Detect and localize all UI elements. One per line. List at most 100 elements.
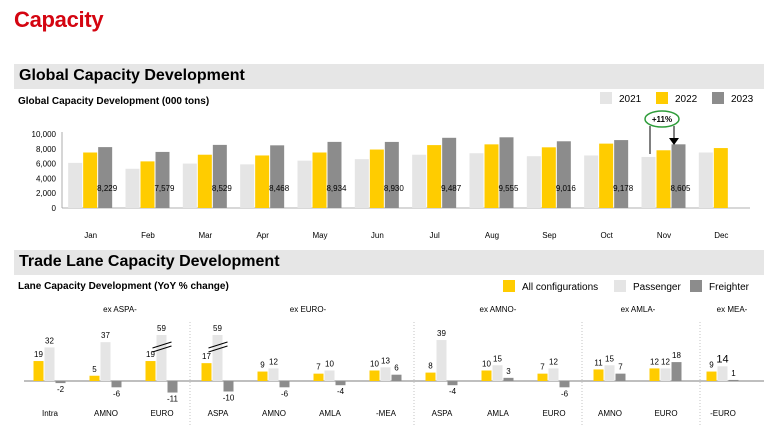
data-label-2023: 9,487 — [441, 184, 462, 193]
data-label-2023: 7,579 — [154, 184, 175, 193]
lane-bar-amno — [604, 365, 615, 381]
lane-category-label: Intra — [42, 409, 59, 418]
lane-value-label: -6 — [281, 389, 289, 398]
axis-break-mark — [152, 341, 172, 349]
lane-value-label: 39 — [437, 329, 446, 338]
lane-bar-euro — [717, 366, 728, 381]
lane-group-header: ex AMNO- — [480, 305, 517, 314]
lane-bar-euro — [660, 368, 671, 381]
bar-2021-nov — [641, 156, 656, 208]
page-title: Capacity — [14, 7, 104, 32]
lane-category-label: EURO — [654, 409, 677, 418]
annotation-arrowhead — [669, 138, 679, 145]
bar-2023-jan — [98, 147, 113, 208]
lane-value-label: 59 — [213, 324, 222, 333]
lane-category-label: EURO — [542, 409, 565, 418]
lane-group-header: ex AMLA- — [621, 305, 656, 314]
bar-2022-mar — [197, 154, 212, 208]
axis-break-mark — [208, 345, 228, 353]
bar-2022-apr — [255, 155, 270, 208]
lane-value-label: 9 — [709, 361, 714, 370]
lane-value-label: 7 — [618, 363, 623, 372]
lane-bar-mea — [391, 374, 402, 381]
lane-bar-euro — [559, 381, 570, 388]
bar-2022-jun — [369, 149, 384, 208]
global-panel-header: Global Capacity Development — [14, 64, 764, 89]
lane-bar-amno — [615, 373, 626, 381]
lane-value-label: 10 — [482, 360, 491, 369]
x-tick-label: Feb — [141, 231, 155, 240]
lane-value-label: 59 — [157, 324, 166, 333]
lane-value-label: 17 — [202, 352, 211, 361]
bar-2023-aug — [499, 137, 514, 208]
lane-bar-amno — [111, 381, 122, 388]
bar-2023-feb — [155, 151, 170, 208]
lane-bar-euro — [156, 335, 167, 381]
lane-bar-aspa — [425, 372, 436, 381]
lane-group-header: ex ASPA- — [103, 305, 137, 314]
lane-value-label: 3 — [506, 367, 511, 376]
lane-bar-amla — [492, 365, 503, 381]
y-tick-label: 6,000 — [36, 160, 57, 169]
lane-bar-aspa — [436, 340, 447, 381]
bar-2021-apr — [240, 164, 255, 208]
lane-value-label: 7 — [540, 363, 545, 372]
bar-2023-jul — [442, 137, 457, 208]
lane-value-label: 13 — [381, 356, 390, 365]
lane-bar-amla — [324, 370, 335, 381]
axis-break-mark — [208, 341, 228, 349]
lane-group-header: ex EURO- — [290, 305, 327, 314]
lane-bar-intra — [55, 381, 66, 384]
legend-label: 2022 — [675, 94, 698, 105]
lane-value-label: 12 — [661, 357, 670, 366]
legend-label: 2021 — [619, 94, 642, 105]
legend-label: 2023 — [731, 94, 754, 105]
lane-value-label: 14 — [716, 353, 728, 365]
lane-bar-amno — [593, 369, 604, 381]
lane-bar-amla — [503, 377, 514, 381]
lane-bar-amno — [279, 381, 290, 388]
legend-swatch-2022 — [656, 92, 668, 104]
y-tick-label: 10,000 — [32, 130, 57, 139]
lane-legend-label: All configurations — [522, 282, 598, 293]
lane-value-label: 5 — [92, 365, 97, 374]
legend-swatch-2023 — [712, 92, 724, 104]
bar-2021-jan — [68, 162, 83, 208]
data-label-2023: 8,529 — [212, 184, 233, 193]
lane-legend-swatch — [503, 280, 515, 292]
lane-value-label: 12 — [549, 357, 558, 366]
lane-bar-amla — [335, 381, 346, 386]
lane-legend-swatch — [690, 280, 702, 292]
lane-category-label: AMNO — [598, 409, 622, 418]
lane-value-label: -6 — [113, 389, 121, 398]
lane-panel-title: Trade Lane Capacity Development — [19, 253, 280, 270]
bar-2023-oct — [614, 140, 629, 208]
data-label-2023: 8,605 — [670, 184, 691, 193]
lane-category-label: ASPA — [432, 409, 453, 418]
lane-value-label: 37 — [101, 331, 110, 340]
y-tick-label: 4,000 — [36, 174, 57, 183]
bar-2023-jun — [384, 141, 399, 208]
lane-bar-euro — [671, 362, 682, 381]
x-tick-label: Apr — [256, 231, 269, 240]
bar-2023-apr — [270, 145, 285, 208]
bar-2022-oct — [599, 143, 614, 208]
lane-value-label: 6 — [394, 364, 399, 373]
lane-legend-label: Freighter — [709, 282, 750, 293]
lane-value-label: 10 — [325, 360, 334, 369]
lane-bar-intra — [44, 347, 55, 381]
lane-value-label: 19 — [146, 350, 155, 359]
bar-2021-aug — [469, 153, 484, 208]
bar-2021-sep — [526, 156, 541, 208]
bar-2022-may — [312, 152, 327, 208]
lane-value-label: -4 — [449, 387, 457, 396]
lane-bar-aspa — [212, 335, 223, 381]
bar-2021-dec — [698, 152, 713, 208]
lane-value-label: 10 — [370, 360, 379, 369]
x-tick-label: Jan — [84, 231, 97, 240]
bar-2022-aug — [484, 144, 499, 208]
lane-bar-mea — [380, 367, 391, 381]
bar-2022-nov — [656, 150, 671, 208]
lane-bar-amla — [481, 370, 492, 381]
